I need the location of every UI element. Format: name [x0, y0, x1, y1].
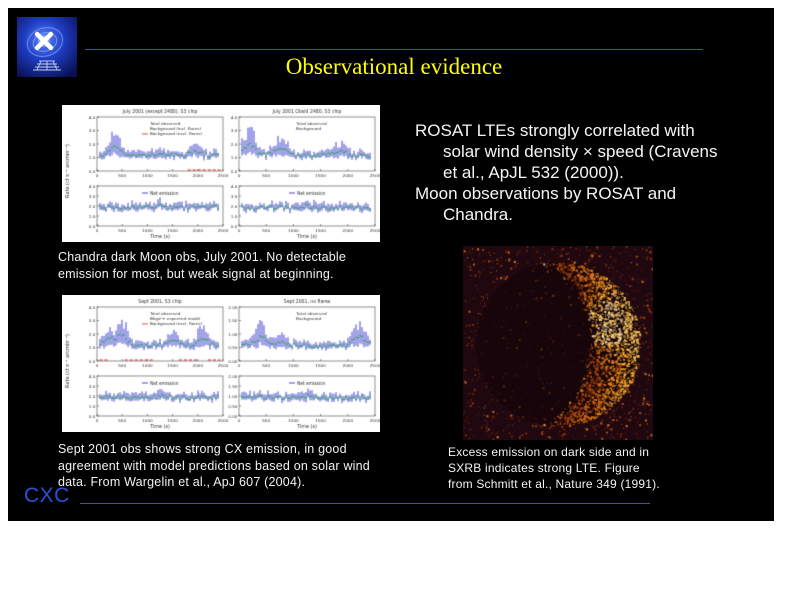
lightcurve-plot-sept2001 — [62, 295, 380, 432]
lightcurve-plot-july2001 — [62, 105, 380, 242]
bullet-line: Moon observations by ROSAT and — [415, 184, 677, 203]
bullet-line: Chandra. — [443, 205, 513, 224]
page-title: Observational evidence — [285, 54, 503, 79]
slide-background: Observational evidence Chandra dark Moon… — [8, 8, 774, 521]
bullet-line: solar wind density × speed (Cravens — [443, 142, 718, 161]
moon-caption: Excess emission on dark side and in SXRB… — [448, 445, 660, 491]
header-rule — [85, 49, 703, 50]
plot1-caption: Chandra dark Moon obs, July 2001. No det… — [58, 250, 347, 281]
footer-rule — [80, 503, 650, 504]
bullet-line: et al., ApJL 532 (2000)). — [443, 163, 624, 182]
rosat-moon-image — [463, 246, 653, 440]
chandra-logo-icon — [17, 17, 77, 77]
bullet-line: ROSAT LTEs strongly correlated with — [415, 121, 695, 140]
footer-label: CXC — [24, 484, 70, 507]
plot2-caption: Sept 2001 obs shows strong CX emission, … — [58, 442, 370, 489]
bullet-text-block: ROSAT LTEs strongly correlated with sola… — [415, 120, 780, 225]
